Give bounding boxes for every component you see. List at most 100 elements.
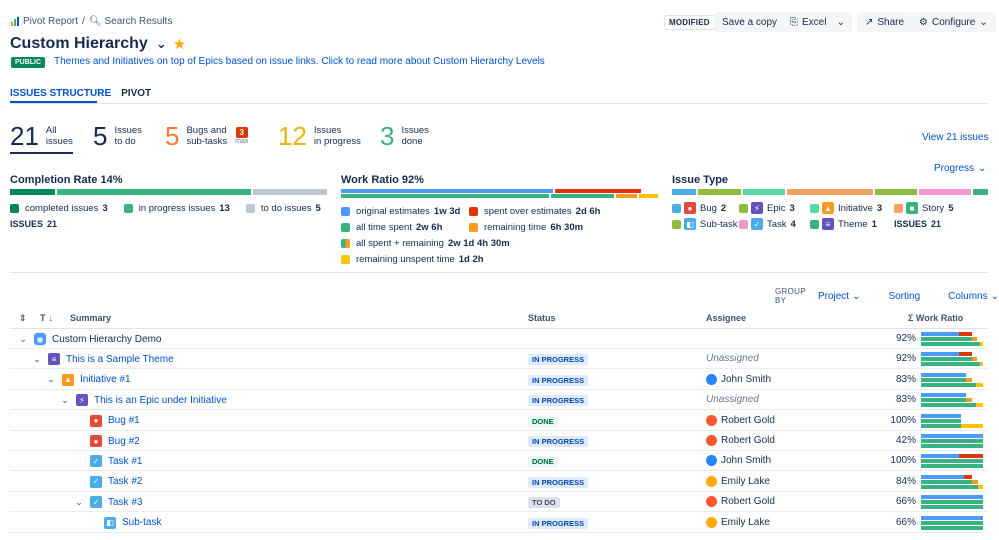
- modified-badge: MODIFIED: [664, 15, 715, 30]
- theme-icon: ≡: [48, 353, 60, 366]
- epic-icon: ⚡: [751, 202, 763, 214]
- table-row[interactable]: ⌄ ▲ Initiative #1 IN PROGRESS John Smith 83%: [10, 370, 988, 390]
- view-issues-link[interactable]: View 21 issues: [922, 132, 989, 143]
- work-ratio-percent: 83%: [895, 373, 916, 385]
- time-spent-segment: [921, 418, 962, 423]
- table-row[interactable]: ● Bug #2 IN PROGRESS Robert Gold 42%: [10, 431, 988, 451]
- avatar: [706, 373, 717, 385]
- table-row[interactable]: ⌄ ⚡ This is an Epic under Initiative IN PRO…: [10, 390, 988, 411]
- table-row[interactable]: ⌄ ✓ Task #3 TO DO Robert Gold 66%: [10, 492, 988, 513]
- status-column-header[interactable]: Status: [528, 313, 556, 323]
- work-ratio-percent: 83%: [895, 394, 916, 406]
- expand-chevron-icon[interactable]: ⌄: [61, 394, 69, 405]
- avatar: [706, 414, 717, 426]
- tab-bar: ISSUES STRUCTURE PIVOT: [10, 88, 151, 99]
- expand-chevron-icon[interactable]: ⌄: [47, 374, 55, 385]
- description-link[interactable]: Themes and Initiatives on top of Epics b…: [54, 56, 545, 67]
- work-ratio-column-header[interactable]: Σ Work Ratio: [908, 313, 964, 323]
- remaining-segment: [971, 337, 977, 341]
- work-ratio-mini-bar: [921, 372, 983, 388]
- completion-bar-segment: [10, 189, 55, 195]
- row-summary[interactable]: Bug #1: [108, 415, 140, 427]
- work-ratio-percent: 84%: [895, 475, 916, 487]
- stat-in-progress[interactable]: 12 Issues in progress: [278, 121, 361, 151]
- expand-chevron-icon[interactable]: ⌄: [19, 333, 27, 344]
- expand-collapse-icon[interactable]: ⇕: [19, 313, 27, 323]
- time-spent-segment: [921, 479, 972, 484]
- progress-dropdown[interactable]: Progress ⌄: [934, 163, 987, 174]
- type-column-header[interactable]: T ↓: [40, 313, 53, 323]
- group-by-dropdown[interactable]: Project ⌄: [817, 290, 861, 302]
- row-summary[interactable]: Sub-task: [122, 517, 162, 529]
- legend-in-progress: in progress issues 13: [123, 200, 230, 216]
- save-copy-button[interactable]: Save a copy: [714, 12, 786, 32]
- issue-type-section: Issue Type ● Bug 2 ⚡ Epic 3 ▲ Initiative 3 ■ Story…: [672, 174, 989, 232]
- star-icon[interactable]: ★: [172, 36, 187, 53]
- title-dropdown-chevron-icon[interactable]: ⌄: [155, 36, 167, 51]
- table-row[interactable]: ⌄ ≡ This is a Sample Theme IN PROGRESS Unass…: [10, 349, 988, 370]
- time-spent-segment: [921, 357, 972, 362]
- breadcrumb-search-link[interactable]: Search Results: [104, 16, 173, 27]
- tab-issues-structure[interactable]: ISSUES STRUCTURE: [10, 88, 112, 99]
- pivot-report-logo-icon: [11, 17, 19, 26]
- stat-bugs-subtasks[interactable]: 5 Bugs and sub-tasks 3 max: [165, 121, 249, 151]
- completion-bar-segment: [56, 189, 251, 195]
- breadcrumb-separator: /: [82, 16, 85, 27]
- avatar: [706, 455, 717, 467]
- project-icon: ◉: [34, 333, 46, 345]
- estimate-segment: [921, 454, 960, 459]
- all-spent-segment: [921, 464, 983, 469]
- time-spent-segment: [921, 439, 983, 443]
- subtask-icon: ◧: [104, 516, 116, 529]
- estimate-segment: [921, 495, 983, 500]
- remaining-segment: [971, 479, 979, 484]
- table-row[interactable]: ⌄ ◉ Custom Hierarchy Demo 92%: [10, 329, 988, 349]
- all-spent-segment: [921, 362, 980, 367]
- sorting-button[interactable]: Sorting: [888, 290, 921, 302]
- table-row[interactable]: ✓ Task #2 IN PROGRESS Emily Lake 84%: [10, 472, 988, 492]
- row-summary[interactable]: Task #1: [108, 455, 143, 467]
- excel-button[interactable]: ⎘ Excel: [782, 12, 835, 32]
- all-spent-segment: [921, 403, 976, 408]
- columns-dropdown[interactable]: Columns ⌄: [948, 290, 999, 302]
- completion-bar-segment: [252, 189, 327, 195]
- work-ratio-bar-bottom: [341, 194, 658, 198]
- row-summary[interactable]: This is a Sample Theme: [66, 353, 174, 365]
- row-summary[interactable]: Task #3: [108, 496, 143, 508]
- row-summary[interactable]: Initiative #1: [80, 374, 131, 386]
- status-badge: TO DO: [528, 497, 560, 509]
- table-row[interactable]: ◧ Sub-task IN PROGRESS Emily Lake 66%: [10, 513, 988, 533]
- work-bar-bottom-segment: [615, 194, 638, 198]
- row-summary[interactable]: Bug #2: [108, 435, 140, 447]
- all-spent-segment: [921, 342, 980, 346]
- all-spent-segment: [921, 423, 962, 428]
- group-by-label: GROUP BY: [775, 287, 806, 305]
- status-badge: IN PROGRESS: [528, 517, 589, 529]
- work-ratio-mini-bar: [921, 454, 983, 469]
- tab-pivot[interactable]: PIVOT: [121, 88, 152, 99]
- breadcrumb-app-link[interactable]: Pivot Report: [23, 16, 79, 27]
- expand-chevron-icon[interactable]: ⌄: [75, 496, 83, 507]
- bugs-count-badge: 3: [235, 127, 248, 138]
- share-button[interactable]: ↗ Share: [857, 12, 913, 32]
- row-summary[interactable]: This is an Epic under Initiative: [94, 394, 227, 406]
- expand-chevron-icon[interactable]: ⌄: [33, 353, 41, 364]
- stat-to-do[interactable]: 5 Issues to do: [93, 121, 142, 151]
- row-summary[interactable]: Task #2: [108, 476, 143, 488]
- work-ratio-percent: 92%: [895, 353, 916, 365]
- task-icon: ✓: [90, 455, 102, 468]
- configure-button[interactable]: ⚙ Configure ⌄: [911, 12, 996, 32]
- work-bar-bottom-segment: [639, 194, 658, 198]
- assignee: Unassigned: [706, 353, 759, 365]
- stat-all-issues[interactable]: 21 All issues: [10, 122, 73, 154]
- table-row[interactable]: ✓ Task #1 DONE John Smith 100%: [10, 451, 988, 472]
- assignee-column-header[interactable]: Assignee: [706, 313, 747, 323]
- breadcrumb: Pivot Report / 🔍︎ Search Results: [11, 16, 172, 27]
- summary-column-header[interactable]: Summary: [70, 313, 112, 323]
- work-ratio-bar-top: [341, 189, 658, 193]
- spent-over-segment: [959, 332, 972, 336]
- table-row[interactable]: ● Bug #1 DONE Robert Gold 100%: [10, 411, 988, 431]
- stat-done[interactable]: 3 Issues done: [380, 121, 429, 151]
- excel-menu-button[interactable]: ⌄: [830, 12, 852, 32]
- initiative-icon: ▲: [822, 202, 834, 214]
